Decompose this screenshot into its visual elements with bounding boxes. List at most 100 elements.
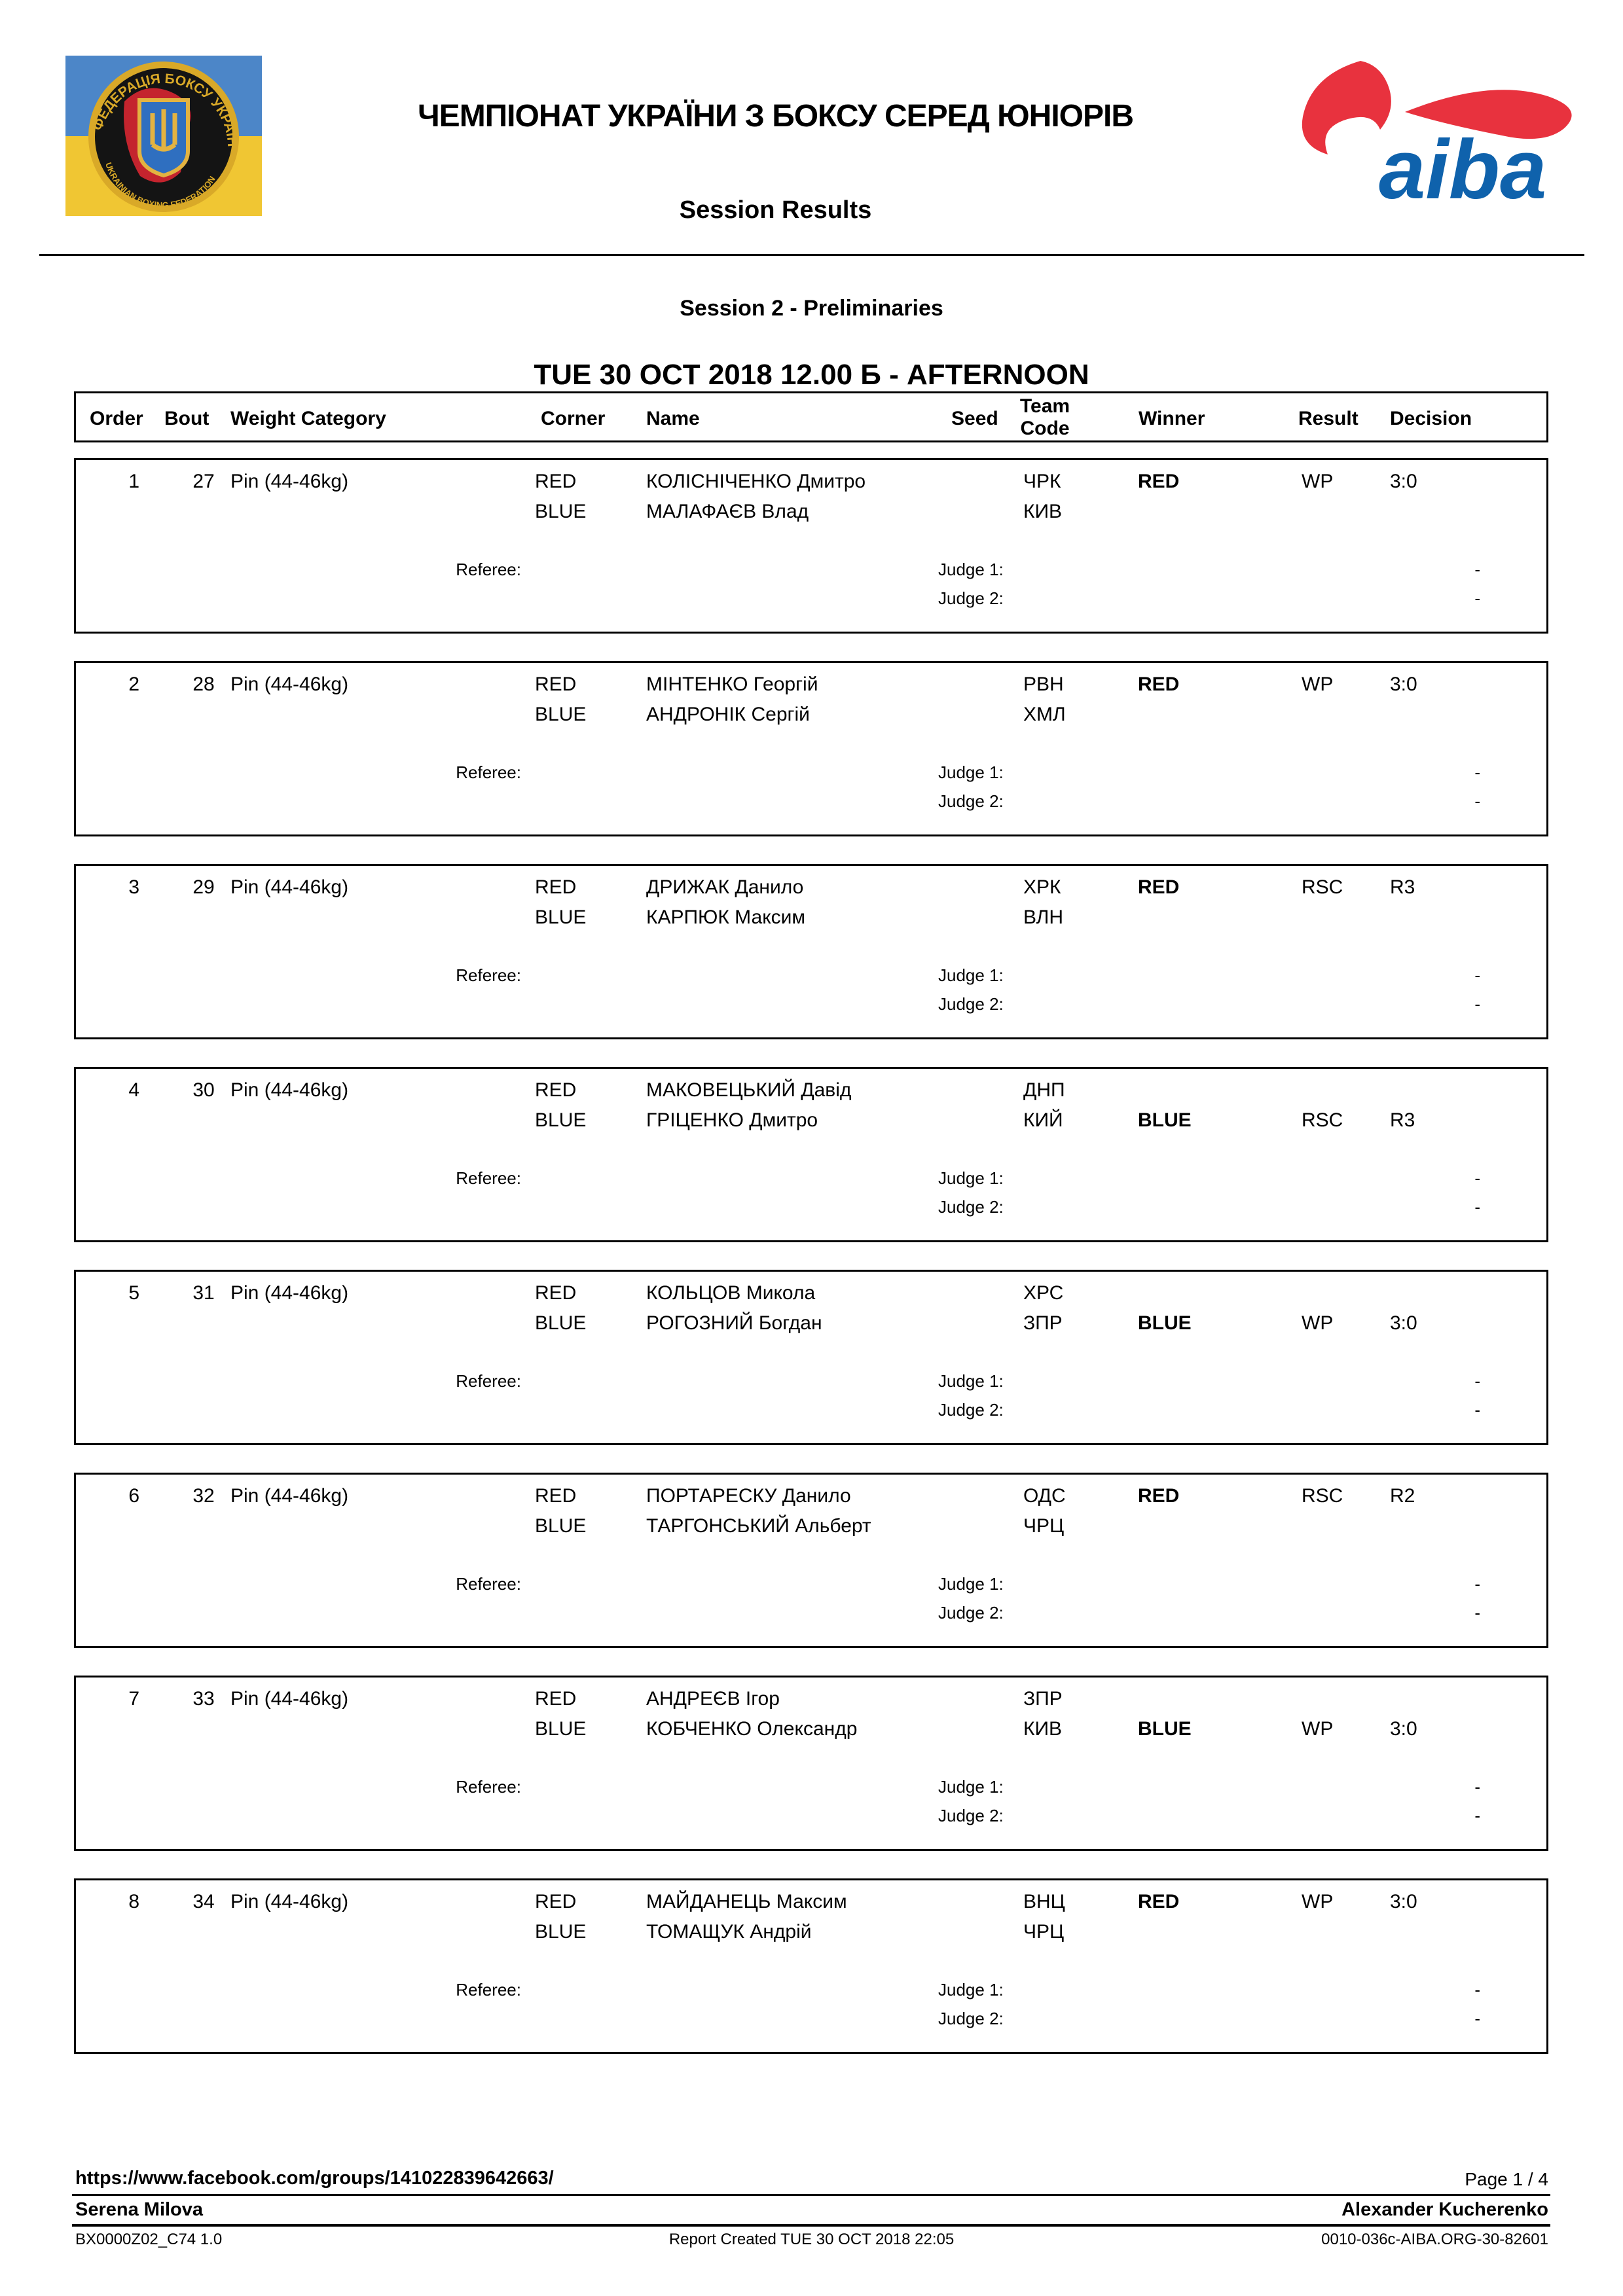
- blue-corner-label: BLUE: [535, 704, 587, 725]
- referee-label: Referee:: [456, 560, 521, 579]
- facebook-group-link[interactable]: https://www.facebook.com/groups/14102283…: [75, 2168, 554, 2189]
- red-boxer-name: МАЙДАНЕЦЬ Максим: [646, 1891, 847, 1912]
- red-corner-label: RED: [535, 876, 577, 898]
- red-corner-label: RED: [535, 1688, 577, 1710]
- aiba-swoosh-right: [1405, 90, 1572, 139]
- result-value: RSC: [1302, 1485, 1343, 1507]
- judge1-label: Judge 1:: [938, 1980, 1004, 2000]
- bout-order: 4: [128, 1079, 139, 1101]
- blue-team-code: ХМЛ: [1023, 704, 1066, 725]
- result-value: WP: [1302, 673, 1334, 695]
- result-value: WP: [1302, 1312, 1334, 1334]
- judge1-score: -: [1474, 560, 1480, 579]
- judge2-score: -: [1474, 588, 1480, 608]
- blue-team-code: ЗПР: [1023, 1312, 1063, 1334]
- judge2-score: -: [1474, 1197, 1480, 1217]
- bout-order: 8: [128, 1891, 139, 1912]
- col-header-winner: Winner: [1139, 408, 1205, 429]
- bout-order: 3: [128, 876, 139, 898]
- judge2-label: Judge 2:: [938, 1806, 1004, 1825]
- blue-corner-label: BLUE: [535, 1515, 587, 1537]
- blue-corner-label: BLUE: [535, 1921, 587, 1943]
- bout-row: 8 34 Pin (44-46kg) RED МАЙДАНЕЦЬ Максим …: [74, 1878, 1548, 2054]
- footer-divider-1: [72, 2194, 1550, 2196]
- red-boxer-name: ДРИЖАК Данило: [646, 876, 804, 898]
- red-boxer-name: КОЛЬЦОВ Микола: [646, 1282, 816, 1304]
- red-boxer-name: АНДРЕЄВ Ігор: [646, 1688, 780, 1710]
- weight-category: Pin (44-46kg): [230, 1282, 349, 1304]
- red-corner-label: RED: [535, 1079, 577, 1101]
- referee-label: Referee:: [456, 762, 521, 782]
- document-id: 0010-036c-AIBA.ORG-30-82601: [1321, 2231, 1548, 2248]
- referee-label: Referee:: [456, 1574, 521, 1594]
- judge1-label: Judge 1:: [938, 1168, 1004, 1188]
- blue-boxer-name: ГРІЦЕНКО Дмитро: [646, 1109, 818, 1131]
- col-header-result: Result: [1298, 408, 1359, 429]
- judge2-score: -: [1474, 791, 1480, 811]
- judge2-score: -: [1474, 2009, 1480, 2028]
- bout-row: 5 31 Pin (44-46kg) RED КОЛЬЦОВ Микола ХР…: [74, 1270, 1548, 1445]
- decision-value: R2: [1390, 1485, 1415, 1507]
- bout-row: 1 27 Pin (44-46kg) RED КОЛІСНІЧЕНКО Дмит…: [74, 458, 1548, 634]
- judge2-label: Judge 2:: [938, 994, 1004, 1014]
- weight-category: Pin (44-46kg): [230, 876, 349, 898]
- bout-number: 33: [192, 1688, 215, 1710]
- winner-value: RED: [1138, 471, 1180, 492]
- judge1-label: Judge 1:: [938, 1777, 1004, 1797]
- bout-order: 2: [128, 673, 139, 695]
- weight-category: Pin (44-46kg): [230, 1079, 349, 1101]
- blue-corner-label: BLUE: [535, 906, 587, 928]
- bout-row: 2 28 Pin (44-46kg) RED МІНТЕНКО Георгій …: [74, 661, 1548, 836]
- blue-boxer-name: ТОМАЩУК Андрій: [646, 1921, 812, 1943]
- judge2-label: Judge 2:: [938, 1197, 1004, 1217]
- blue-corner-label: BLUE: [535, 1109, 587, 1131]
- blue-team-code: КИВ: [1023, 1718, 1063, 1740]
- red-team-code: ХРК: [1023, 876, 1061, 898]
- referee-label: Referee:: [456, 1371, 521, 1391]
- blue-corner-label: BLUE: [535, 501, 587, 522]
- footer-divider-2: [72, 2224, 1550, 2227]
- winner-value: RED: [1138, 876, 1180, 898]
- bout-row: 3 29 Pin (44-46kg) RED ДРИЖАК Данило ХРК…: [74, 864, 1548, 1039]
- table-header: Order Bout Weight Category Corner Name S…: [74, 391, 1548, 442]
- weight-category: Pin (44-46kg): [230, 673, 349, 695]
- bout-number: 27: [192, 471, 215, 492]
- winner-value: RED: [1138, 1891, 1180, 1912]
- judge1-label: Judge 1:: [938, 1574, 1004, 1594]
- referee-label: Referee:: [456, 1980, 521, 2000]
- red-corner-label: RED: [535, 1891, 577, 1912]
- result-value: WP: [1302, 471, 1334, 492]
- session-name: Session 2 - Preliminaries: [680, 296, 943, 321]
- referee-label: Referee:: [456, 1168, 521, 1188]
- blue-boxer-name: МАЛАФАЄВ Влад: [646, 501, 809, 522]
- judge2-score: -: [1474, 1400, 1480, 1420]
- aiba-glove-swoosh-left: [1302, 61, 1391, 154]
- bout-order: 5: [128, 1282, 139, 1304]
- document-code: BX0000Z02_C74 1.0: [75, 2231, 223, 2248]
- trident-icon: [150, 109, 177, 152]
- header-divider: [39, 254, 1584, 256]
- judge1-score: -: [1474, 1168, 1480, 1188]
- red-corner-label: RED: [535, 1282, 577, 1304]
- result-value: WP: [1302, 1891, 1334, 1912]
- judge2-label: Judge 2:: [938, 2009, 1004, 2028]
- aiba-logo: aiba: [1302, 61, 1572, 213]
- bout-number: 34: [192, 1891, 215, 1912]
- judge1-label: Judge 1:: [938, 560, 1004, 579]
- bout-row: 6 32 Pin (44-46kg) RED ПОРТАРЕСКУ Данило…: [74, 1473, 1548, 1648]
- bout-number: 31: [192, 1282, 215, 1304]
- blue-boxer-name: КАРПЮК Максим: [646, 906, 806, 928]
- blue-team-code: ВЛН: [1023, 906, 1064, 928]
- judge2-label: Judge 2:: [938, 588, 1004, 608]
- bout-number: 32: [192, 1485, 215, 1507]
- col-header-weight-category: Weight Category: [230, 408, 386, 429]
- blue-corner-label: BLUE: [535, 1312, 587, 1334]
- result-value: RSC: [1302, 876, 1343, 898]
- blue-boxer-name: ТАРГОНСЬКИЙ Альберт: [646, 1515, 871, 1537]
- col-header-bout: Bout: [164, 408, 210, 429]
- col-header-seed: Seed: [951, 408, 998, 429]
- weight-category: Pin (44-46kg): [230, 1485, 349, 1507]
- bout-row: 7 33 Pin (44-46kg) RED АНДРЕЄВ Ігор ЗПР …: [74, 1676, 1548, 1851]
- red-team-code: ДНП: [1023, 1079, 1065, 1101]
- weight-category: Pin (44-46kg): [230, 1891, 349, 1912]
